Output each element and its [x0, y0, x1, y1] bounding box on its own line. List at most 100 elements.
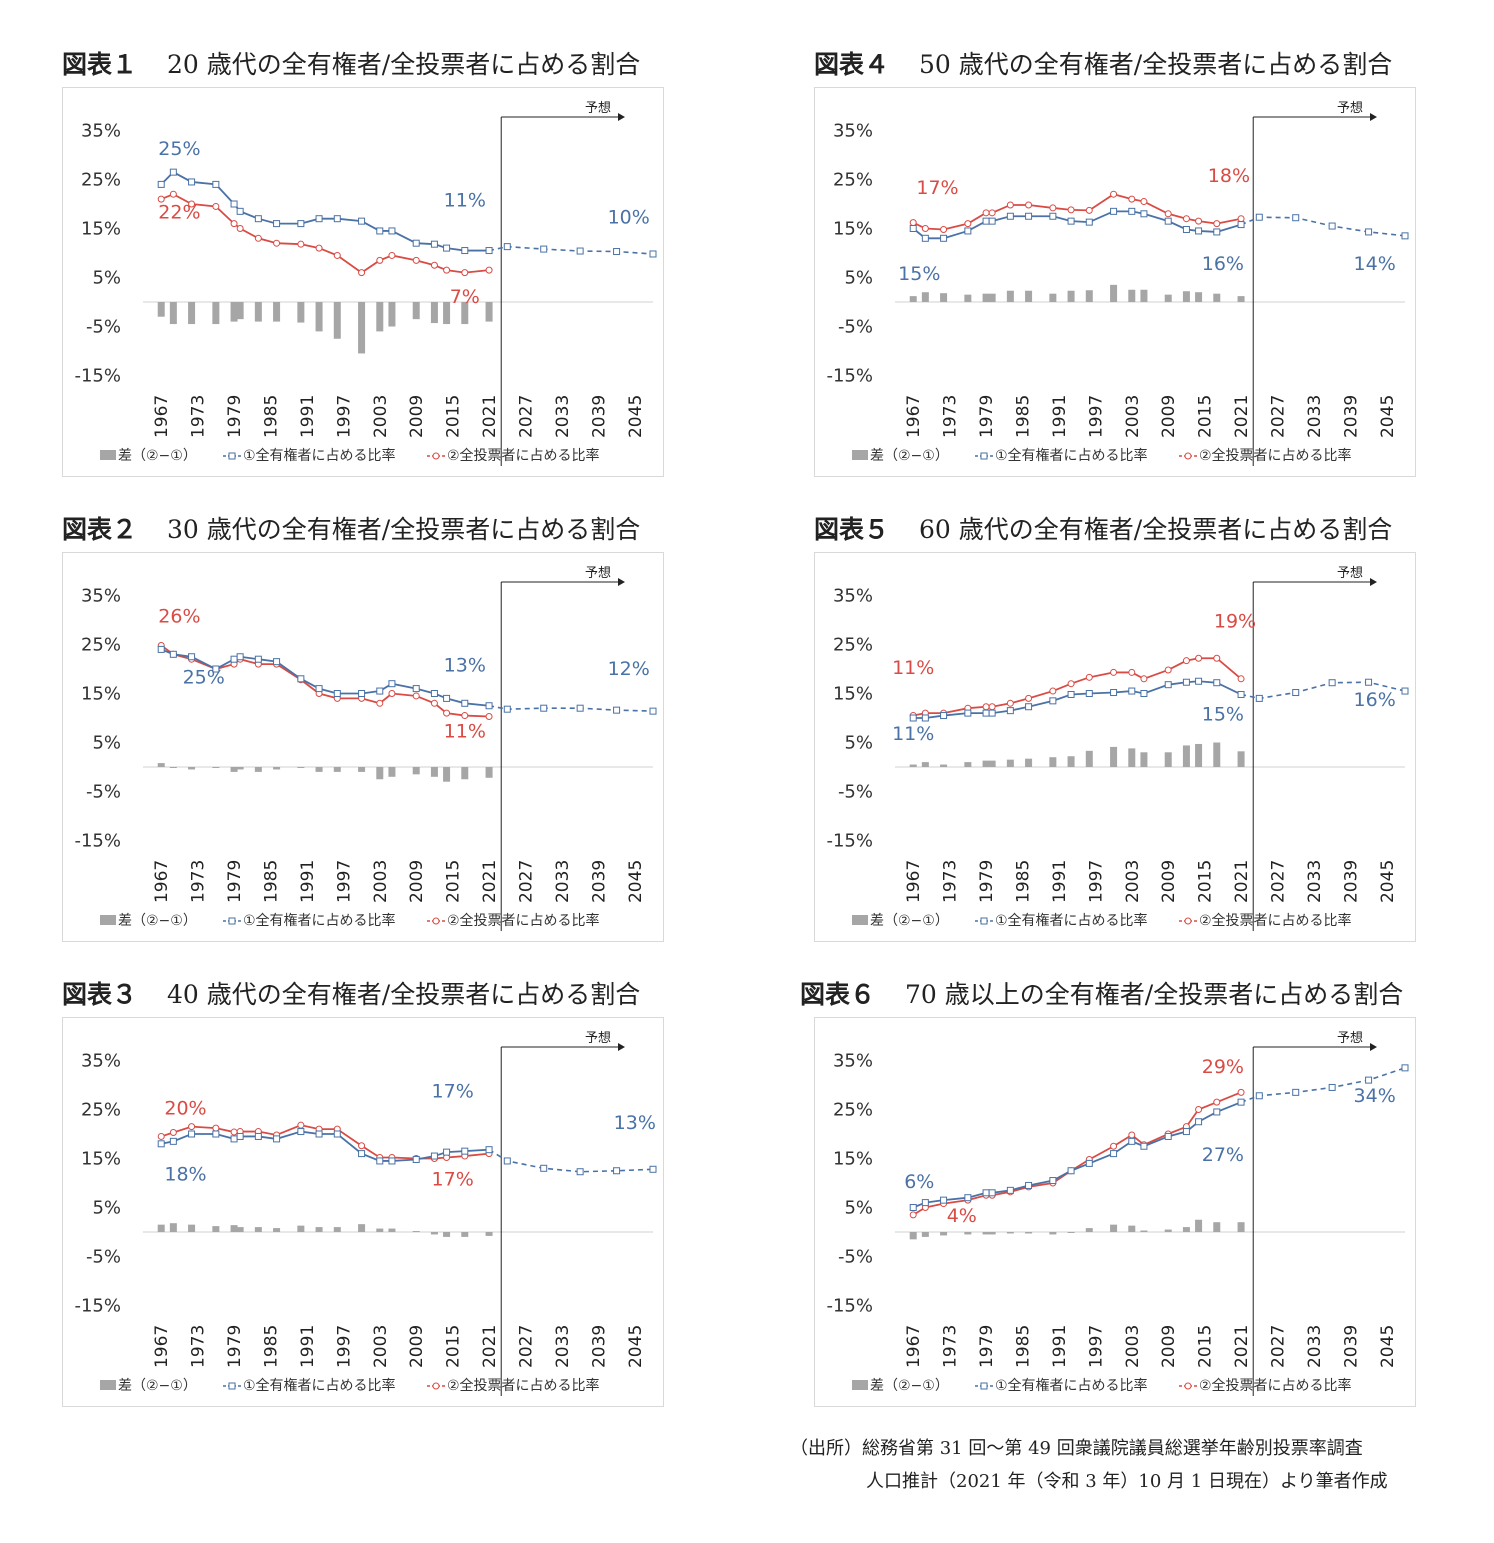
series-electorate-marker: [358, 217, 366, 225]
diff-bar: [273, 1228, 281, 1232]
x-tick-label: 1967: [904, 395, 924, 438]
series-electorate-marker: [1140, 210, 1148, 218]
diff-bar: [1213, 742, 1221, 767]
series-voters-marker: [909, 219, 917, 227]
data-label: 11%: [892, 657, 934, 679]
projection-line: [488, 1148, 654, 1173]
series-electorate-marker: [297, 675, 305, 683]
forecast-label: 予想: [1337, 100, 1363, 116]
series-electorate-marker: [988, 1189, 996, 1197]
chart-frame: 35% 25% 15% 5% -5% -15% 1967 1973 1979 1985 1991 19…: [62, 87, 664, 477]
x-tick-label: 2027: [1269, 860, 1289, 903]
diff-bar: [1237, 1222, 1245, 1232]
legend-s1-marker: [228, 452, 236, 460]
chart-title: 図表５ 60 歳代の全有権者/全投票者に占める割合: [814, 510, 1474, 550]
series-voters-marker: [157, 1132, 165, 1140]
diff-bar: [236, 767, 244, 770]
projection-marker: [1292, 1088, 1300, 1096]
legend-s1-label: ①全有権者に占める比率: [243, 447, 396, 464]
data-label: 14%: [1354, 253, 1396, 275]
series-voters-marker: [1006, 699, 1014, 707]
data-label: 16%: [1202, 253, 1244, 275]
y-tick-label: -15%: [826, 831, 873, 852]
x-tick-label: 2021: [1232, 860, 1252, 903]
series-voters-marker: [461, 712, 469, 720]
series-electorate-marker: [921, 234, 929, 242]
diff-bar: [273, 767, 281, 770]
chart-title: 図表２ 30 歳代の全有権者/全投票者に占める割合: [62, 510, 722, 550]
series-voters-marker: [1164, 210, 1172, 218]
series-voters-marker: [988, 209, 996, 217]
data-label: 27%: [1202, 1144, 1244, 1166]
y-tick-label: 25%: [833, 635, 873, 656]
series-electorate-marker: [188, 178, 196, 186]
diff-bar: [1067, 1232, 1075, 1233]
projection-marker: [649, 707, 657, 715]
x-tick-label: 2027: [517, 395, 537, 438]
legend-s2-marker: [432, 452, 440, 460]
series-electorate-marker: [169, 168, 177, 176]
diff-bar: [315, 302, 323, 332]
series-electorate-marker: [273, 1135, 281, 1143]
data-label: 17%: [432, 1080, 474, 1102]
x-tick-label: 1997: [334, 395, 354, 438]
x-tick-label: 1985: [262, 860, 282, 903]
figure-label: 図表４: [814, 50, 890, 79]
x-tick-label: 1967: [904, 1325, 924, 1368]
series-electorate-marker: [964, 1194, 972, 1202]
data-label: 7%: [450, 286, 480, 308]
y-tick-label: 25%: [81, 1100, 121, 1121]
series-voters-marker: [212, 202, 220, 210]
source-line-2: 人口推計（2021 年（令和 3 年）10 月 1 日現在）より筆者作成: [866, 1471, 1388, 1492]
diff-bar: [1237, 296, 1245, 302]
projection-marker: [1365, 1076, 1373, 1084]
series-electorate-marker: [1049, 1177, 1057, 1185]
x-tick-label: 1967: [152, 860, 172, 903]
x-tick-label: 1979: [977, 1325, 997, 1368]
series-electorate-marker: [1025, 1181, 1033, 1189]
legend-s2-marker: [1184, 452, 1192, 460]
y-tick-label: 35%: [833, 1051, 873, 1072]
series-voters-marker: [412, 692, 420, 700]
chart-panel-1: 図表１ 20 歳代の全有権者/全投票者に占める割合 35% 25% 15% 5% -5% -…: [62, 45, 674, 507]
diff-bar: [1085, 1228, 1093, 1232]
projection-marker: [1328, 1083, 1336, 1091]
y-tick-label: -15%: [826, 1296, 873, 1317]
data-label: 25%: [183, 667, 225, 689]
chart-frame: 35% 25% 15% 5% -5% -15% 1967 1973 1979 1985 1991 19…: [62, 552, 664, 942]
series-voters-marker: [236, 225, 244, 232]
x-tick-label: 1973: [941, 860, 961, 903]
series-electorate-marker: [982, 1189, 990, 1197]
series-voters-marker: [1213, 654, 1221, 662]
series-voters-marker: [1128, 195, 1136, 203]
series-electorate-marker: [273, 658, 281, 666]
series-electorate-marker: [297, 1128, 305, 1136]
diff-bar: [1049, 757, 1057, 767]
series-voters-marker: [297, 1121, 305, 1129]
legend-diff-swatch: [100, 450, 116, 460]
series-electorate-marker: [388, 1157, 396, 1165]
series-electorate-marker: [964, 227, 972, 235]
diff-bar: [1085, 290, 1093, 302]
diff-bar: [461, 302, 469, 325]
x-tick-label: 1991: [1050, 860, 1070, 903]
series-electorate-marker: [909, 714, 917, 722]
y-tick-label: 35%: [81, 121, 121, 142]
series-voters-marker: [1213, 1098, 1221, 1106]
figure-title: 30 歳代の全有権者/全投票者に占める割合: [167, 515, 641, 544]
series-electorate-marker: [982, 709, 990, 717]
series-electorate-marker: [254, 1132, 262, 1140]
source-note: （出所）総務省第 31 回～第 49 回衆議院議員総選挙年齢別投票率調査 人口推…: [790, 1432, 1388, 1498]
projection-marker: [540, 245, 548, 253]
series-electorate-marker: [315, 1130, 323, 1138]
series-electorate-marker: [1067, 217, 1075, 225]
chart-title: 図表１ 20 歳代の全有権者/全投票者に占める割合: [62, 45, 722, 85]
diff-bar: [1237, 751, 1245, 767]
series-voters-marker: [1025, 694, 1033, 702]
projection-marker: [1292, 214, 1300, 222]
legend-diff-label: 差（②−①）: [118, 913, 197, 929]
series-voters-marker: [212, 1124, 220, 1132]
projection-marker: [1255, 213, 1263, 221]
series-voters-marker: [430, 261, 438, 269]
series-voters-marker: [485, 713, 493, 721]
